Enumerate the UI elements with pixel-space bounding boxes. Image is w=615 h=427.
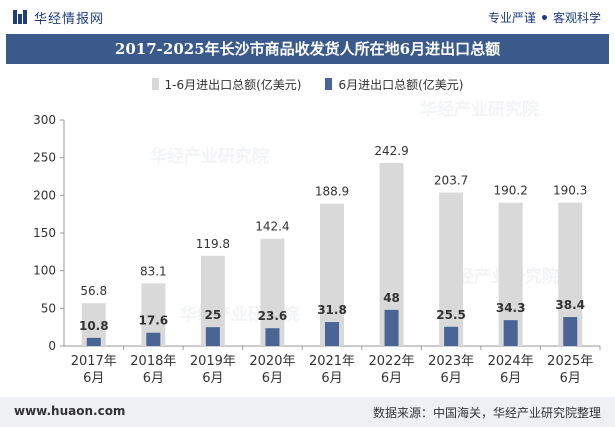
bar-total — [498, 202, 523, 346]
legend: 1-6月进出口总额(亿美元) 6月进出口总额(亿美元) — [0, 74, 615, 94]
y-tick-label: 0 — [48, 339, 56, 353]
slogan: 专业严谨 客观科学 — [488, 9, 601, 26]
x-tick-label-month: 6月 — [381, 371, 402, 386]
brand-name: 华经情报网 — [34, 11, 105, 27]
data-label-total: 242.9 — [374, 144, 408, 158]
x-tick-label-month: 6月 — [321, 371, 342, 386]
top-bar: 华经情报网 专业严谨 客观科学 — [0, 0, 615, 34]
bar-june — [444, 326, 459, 346]
data-label-june: 23.6 — [258, 309, 288, 323]
y-tick-label: 200 — [33, 188, 56, 202]
x-tick-label-month: 6月 — [143, 371, 164, 386]
data-label-total: 190.3 — [553, 184, 587, 198]
legend-label-june: 6月进出口总额(亿美元) — [338, 77, 464, 92]
y-tick-label: 100 — [33, 264, 56, 278]
y-tick-label: 150 — [33, 226, 56, 240]
bar-june — [384, 309, 399, 346]
x-tick-label-year: 2019年 — [190, 354, 236, 369]
data-label-total: 56.8 — [80, 284, 107, 298]
x-tick-label-month: 6月 — [560, 371, 581, 386]
legend-item-june: 6月进出口总额(亿美元) — [325, 76, 463, 93]
x-tick-label-month: 6月 — [262, 371, 283, 386]
brand-logo-icon — [13, 10, 27, 24]
x-tick-label-month: 6月 — [202, 371, 223, 386]
slogan-right: 客观科学 — [552, 11, 601, 25]
bar-chart: 0 50 100 150 200 250 300 56.8 10.8 2017年 6月 83.1 17.… — [33, 113, 601, 386]
x-tick-label-year: 2024年 — [488, 354, 534, 369]
bar-june — [265, 328, 280, 346]
slogan-dot-icon — [541, 15, 547, 20]
bar-june — [503, 320, 518, 346]
data-label-june: 17.6 — [139, 314, 169, 328]
title-bar: 2017-2025年长沙市商品收发货人所在地6月进出口总额 — [6, 34, 609, 64]
bar-june — [563, 317, 578, 346]
x-tick-label-year: 2021年 — [309, 354, 355, 369]
data-label-june: 34.3 — [496, 301, 526, 315]
y-tick-label: 300 — [33, 113, 56, 127]
x-tick-label-year: 2017年 — [71, 354, 117, 369]
legend-swatch-total — [151, 78, 159, 90]
x-tick-label-month: 6月 — [500, 371, 521, 386]
bar-june — [205, 327, 220, 346]
x-tick-label-month: 6月 — [440, 371, 461, 386]
data-label-june: 10.8 — [79, 319, 109, 333]
data-label-total: 190.2 — [493, 184, 527, 198]
legend-item-total: 1-6月进出口总额(亿美元) — [151, 76, 302, 93]
y-tick-label: 250 — [33, 151, 56, 165]
data-label-total: 188.9 — [315, 185, 349, 199]
footer: www.huaon.com 数据来源：中国海关，华经产业研究院整理 — [0, 397, 615, 427]
data-label-total: 203.7 — [434, 174, 468, 188]
data-label-june: 48 — [383, 291, 400, 305]
x-tick-label-year: 2023年 — [428, 354, 474, 369]
bar-june — [86, 337, 101, 346]
bar-june — [325, 322, 339, 346]
data-label-june: 25 — [205, 308, 222, 322]
data-label-june: 25.5 — [436, 308, 466, 322]
data-label-total: 142.4 — [255, 220, 289, 234]
slogan-left: 专业严谨 — [487, 11, 536, 25]
legend-label-total: 1-6月进出口总额(亿美元) — [164, 77, 302, 92]
data-label-june: 31.8 — [317, 303, 347, 317]
y-tick-label: 50 — [41, 301, 56, 315]
bar-total — [439, 192, 464, 346]
bar-total — [260, 238, 285, 346]
bar-june — [146, 332, 161, 346]
brand: 华经情报网 — [12, 8, 105, 27]
footer-source: 数据来源：中国海关，华经产业研究院整理 — [372, 406, 601, 420]
data-label-total: 83.1 — [140, 264, 167, 278]
x-tick-label-year: 2025年 — [547, 354, 593, 369]
legend-swatch-june — [325, 78, 333, 90]
x-tick-label-year: 2018年 — [130, 354, 176, 369]
x-tick-label-year: 2022年 — [369, 354, 415, 369]
x-tick-label-month: 6月 — [83, 371, 104, 386]
data-label-june: 38.4 — [555, 298, 585, 312]
chart-title: 2017-2025年长沙市商品收发货人所在地6月进出口总额 — [114, 40, 501, 58]
data-label-total: 119.8 — [196, 237, 230, 251]
footer-website: www.huaon.com — [14, 404, 126, 418]
x-tick-label-year: 2020年 — [249, 354, 295, 369]
